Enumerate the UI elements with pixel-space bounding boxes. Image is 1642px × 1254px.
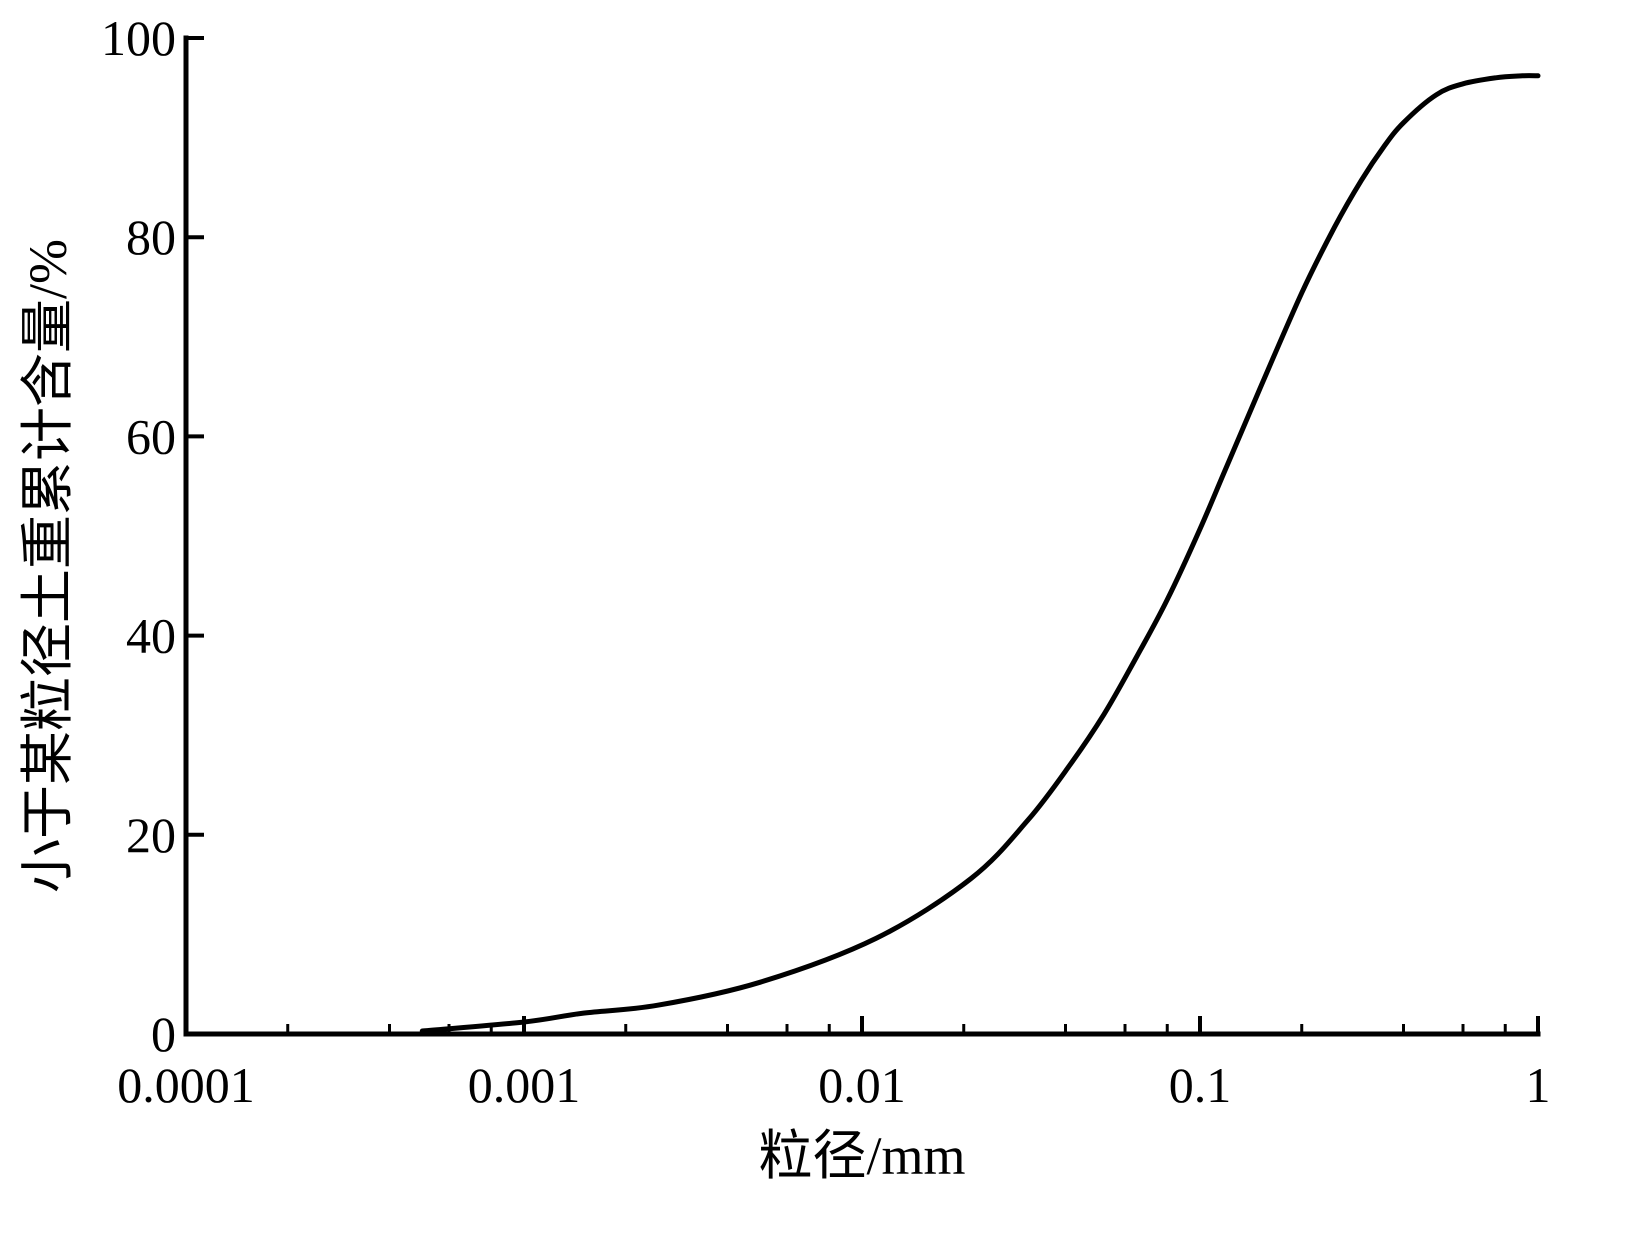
y-axis-title: 小于某粒径土重累计含量/% [18, 239, 78, 893]
y-tick-label: 0 [151, 1006, 176, 1062]
x-ticks: 0.0001 0.001 0.01 0.1 1 [117, 1016, 1551, 1113]
y-ticks: 0 20 40 60 80 100 [101, 10, 204, 1062]
x-tick-label: 0.001 [468, 1057, 581, 1113]
x-tick-label: 0.1 [1169, 1057, 1232, 1113]
x-tick-label: 1 [1526, 1057, 1551, 1113]
x-tick-label: 0.0001 [117, 1057, 255, 1113]
series-layer [419, 73, 1541, 1034]
x-axis-title: 粒径/mm [758, 1126, 965, 1186]
y-tick-label: 100 [101, 10, 176, 66]
x-tick-label: 0.01 [818, 1057, 906, 1113]
x-minor-ticks [286, 1024, 1507, 1034]
y-tick-label: 40 [126, 608, 176, 664]
y-tick-label: 60 [126, 408, 176, 464]
y-tick-label: 80 [126, 209, 176, 265]
y-tick-label: 20 [126, 807, 176, 863]
series-line [419, 73, 1541, 1034]
